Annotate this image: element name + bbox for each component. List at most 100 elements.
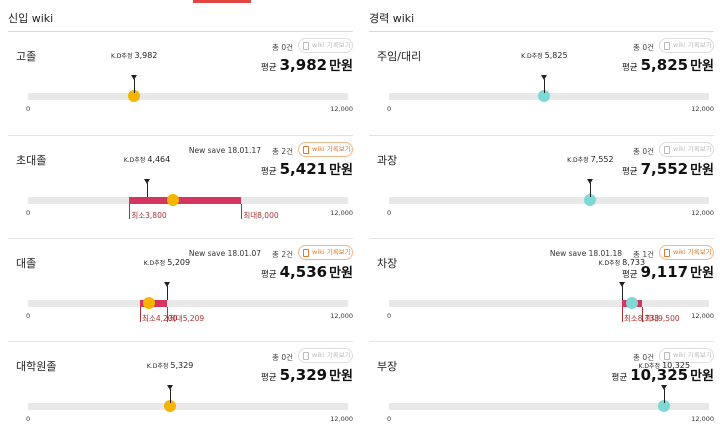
kd-estimate-label: K.D추정 8,733 [599, 258, 645, 267]
average-unit: 만원 [690, 59, 714, 74]
book-icon [303, 352, 309, 360]
average-label: 평균 [621, 167, 638, 177]
card-background [8, 136, 353, 238]
kd-estimate-pin: K.D추정 5,209 [144, 258, 190, 300]
axis-min-label: 0 [387, 415, 392, 423]
min-label-text: 최소 [623, 314, 638, 323]
card-background [8, 239, 353, 341]
new-save-text: New save 18.01.07 [188, 249, 261, 258]
average-value: 5,825 [640, 56, 689, 74]
min-label: 최소4,200 [142, 313, 177, 324]
min-value: 4,200 [155, 314, 178, 323]
kd-estimate-value: 8,733 [622, 258, 646, 267]
average-salary: 평균 5,825 만원 [622, 55, 714, 74]
average-label: 평균 [621, 270, 638, 280]
salary-marker-dot [128, 90, 141, 102]
wiki-records-button[interactable]: wiki 기록보기 [298, 245, 353, 260]
wiki-records-button[interactable]: wiki 기록보기 [298, 348, 353, 363]
wiki-button-label: wiki 기록보기 [312, 145, 351, 153]
salary-marker-dot [584, 194, 597, 206]
wiki-button-label: wiki 기록보기 [673, 248, 712, 256]
wiki-records-button[interactable]: wiki 기록보기 [298, 38, 353, 53]
axis-max-label: 12,000 [330, 415, 353, 423]
pin-head-icon [587, 179, 594, 184]
axis-max-label: 12,000 [330, 209, 353, 217]
kd-estimate-value: 7,552 [590, 155, 614, 164]
salary-track: 최소3,800 최대8,000 K.D추정 4,464 [28, 155, 348, 220]
salary-marker-dot [166, 194, 179, 206]
salary-track: K.D추정 5,825 [389, 51, 709, 102]
average-label: 평균 [260, 373, 277, 383]
wiki-button-label: wiki 기록보기 [312, 248, 351, 256]
column-title: 신입 wiki [8, 12, 54, 25]
salary-card: 대졸 New save 18.01.07 총 2건 wiki 기록보기 평균 4,536 만… [8, 238, 353, 341]
column-divider [369, 31, 714, 32]
kd-estimate-pin: K.D추정 7,552 [567, 155, 614, 197]
average-value: 5,329 [279, 366, 328, 384]
kd-estimate-label: K.D추정 5,825 [521, 51, 567, 60]
kd-estimate-prefix: K.D추정 [146, 363, 169, 370]
wiki-records-button[interactable]: wiki 기록보기 [659, 348, 714, 363]
max-value: 8,000 [257, 211, 279, 220]
axis-min-label: 0 [26, 312, 31, 320]
kd-estimate-label: K.D추정 7,552 [567, 155, 613, 164]
axis-min-label: 0 [387, 312, 392, 320]
record-count: 총 0건 [633, 353, 654, 362]
kd-estimate-pin: K.D추정 5,329 [147, 361, 193, 403]
axis-min-label: 0 [26, 105, 31, 113]
average-salary: 평균 5,421 만원 [261, 159, 353, 178]
card-label: 고졸 [16, 50, 37, 63]
average-label: 평균 [260, 63, 277, 73]
average-salary: 평균 7,552 만원 [622, 159, 714, 178]
salary-card: 과장 총 0건 wiki 기록보기 평균 7,552 만원 K.D추정 7,552 0 12,00… [369, 135, 714, 238]
max-marker-line [642, 307, 644, 322]
card-label: 대학원졸 [16, 360, 57, 373]
axis-min-label: 0 [387, 209, 392, 217]
kd-estimate-label: K.D추정 10,325 [639, 361, 691, 370]
kd-estimate-label: K.D추정 3,982 [111, 51, 157, 60]
card-background [369, 136, 714, 238]
average-value: 4,536 [279, 263, 328, 281]
wiki-records-button[interactable]: wiki 기록보기 [659, 38, 714, 53]
kd-estimate-value: 10,325 [662, 361, 691, 370]
new-save-text: New save 18.01.18 [549, 249, 622, 258]
pin-head-icon [163, 282, 170, 287]
wiki-records-button[interactable]: wiki 기록보기 [659, 142, 714, 157]
wiki-records-button[interactable]: wiki 기록보기 [659, 245, 714, 260]
max-label: 최대8,000 [243, 210, 278, 221]
average-value: 7,552 [640, 160, 689, 178]
card-label: 초대졸 [16, 154, 47, 167]
card-background [369, 342, 714, 443]
average-label: 평균 [621, 63, 638, 73]
kd-estimate-prefix: K.D추정 [598, 260, 621, 267]
average-value: 3,982 [279, 56, 328, 74]
salary-marker-dot [538, 90, 551, 102]
wiki-button-label: wiki 기록보기 [673, 145, 712, 153]
record-count: 총 2건 [272, 250, 293, 259]
salary-marker-dot [658, 400, 671, 412]
axis-max-label: 12,000 [330, 312, 353, 320]
record-count: 총 0건 [272, 353, 293, 362]
min-value: 3,800 [145, 211, 167, 220]
card-label: 차장 [377, 257, 398, 270]
pin-head-icon [618, 282, 625, 287]
axis-max-label: 12,000 [691, 415, 714, 423]
kd-estimate-prefix: K.D추정 [638, 363, 661, 370]
book-icon [664, 249, 670, 257]
min-label-text: 최소 [142, 314, 156, 323]
average-label: 평균 [611, 373, 628, 383]
kd-estimate-value: 3,982 [134, 51, 158, 60]
max-marker-line [166, 307, 168, 322]
max-marker-line [241, 204, 243, 219]
kd-estimate-prefix: K.D추정 [567, 157, 589, 164]
average-salary: 평균 10,325 만원 [612, 365, 714, 384]
wiki-records-button[interactable]: wiki 기록보기 [298, 142, 353, 157]
card-background [369, 239, 714, 341]
max-label-text: 최대 [644, 314, 659, 323]
salary-card: 부장 총 0건 wiki 기록보기 평균 10,325 만원 K.D추정 10,325 0 12,… [369, 341, 714, 443]
column-entry-wiki: 신입 wiki 고졸 총 0건 wiki 기록보기 평균 3,982 만원 K.D추정 3,98… [8, 0, 353, 443]
salary-marker-dot [142, 297, 155, 309]
wiki-button-label: wiki 기록보기 [673, 351, 712, 359]
kd-estimate-value: 4,464 [147, 155, 171, 164]
salary-card: 주임/대리 총 0건 wiki 기록보기 평균 5,825 만원 K.D추정 5,825 0 12… [369, 32, 714, 135]
